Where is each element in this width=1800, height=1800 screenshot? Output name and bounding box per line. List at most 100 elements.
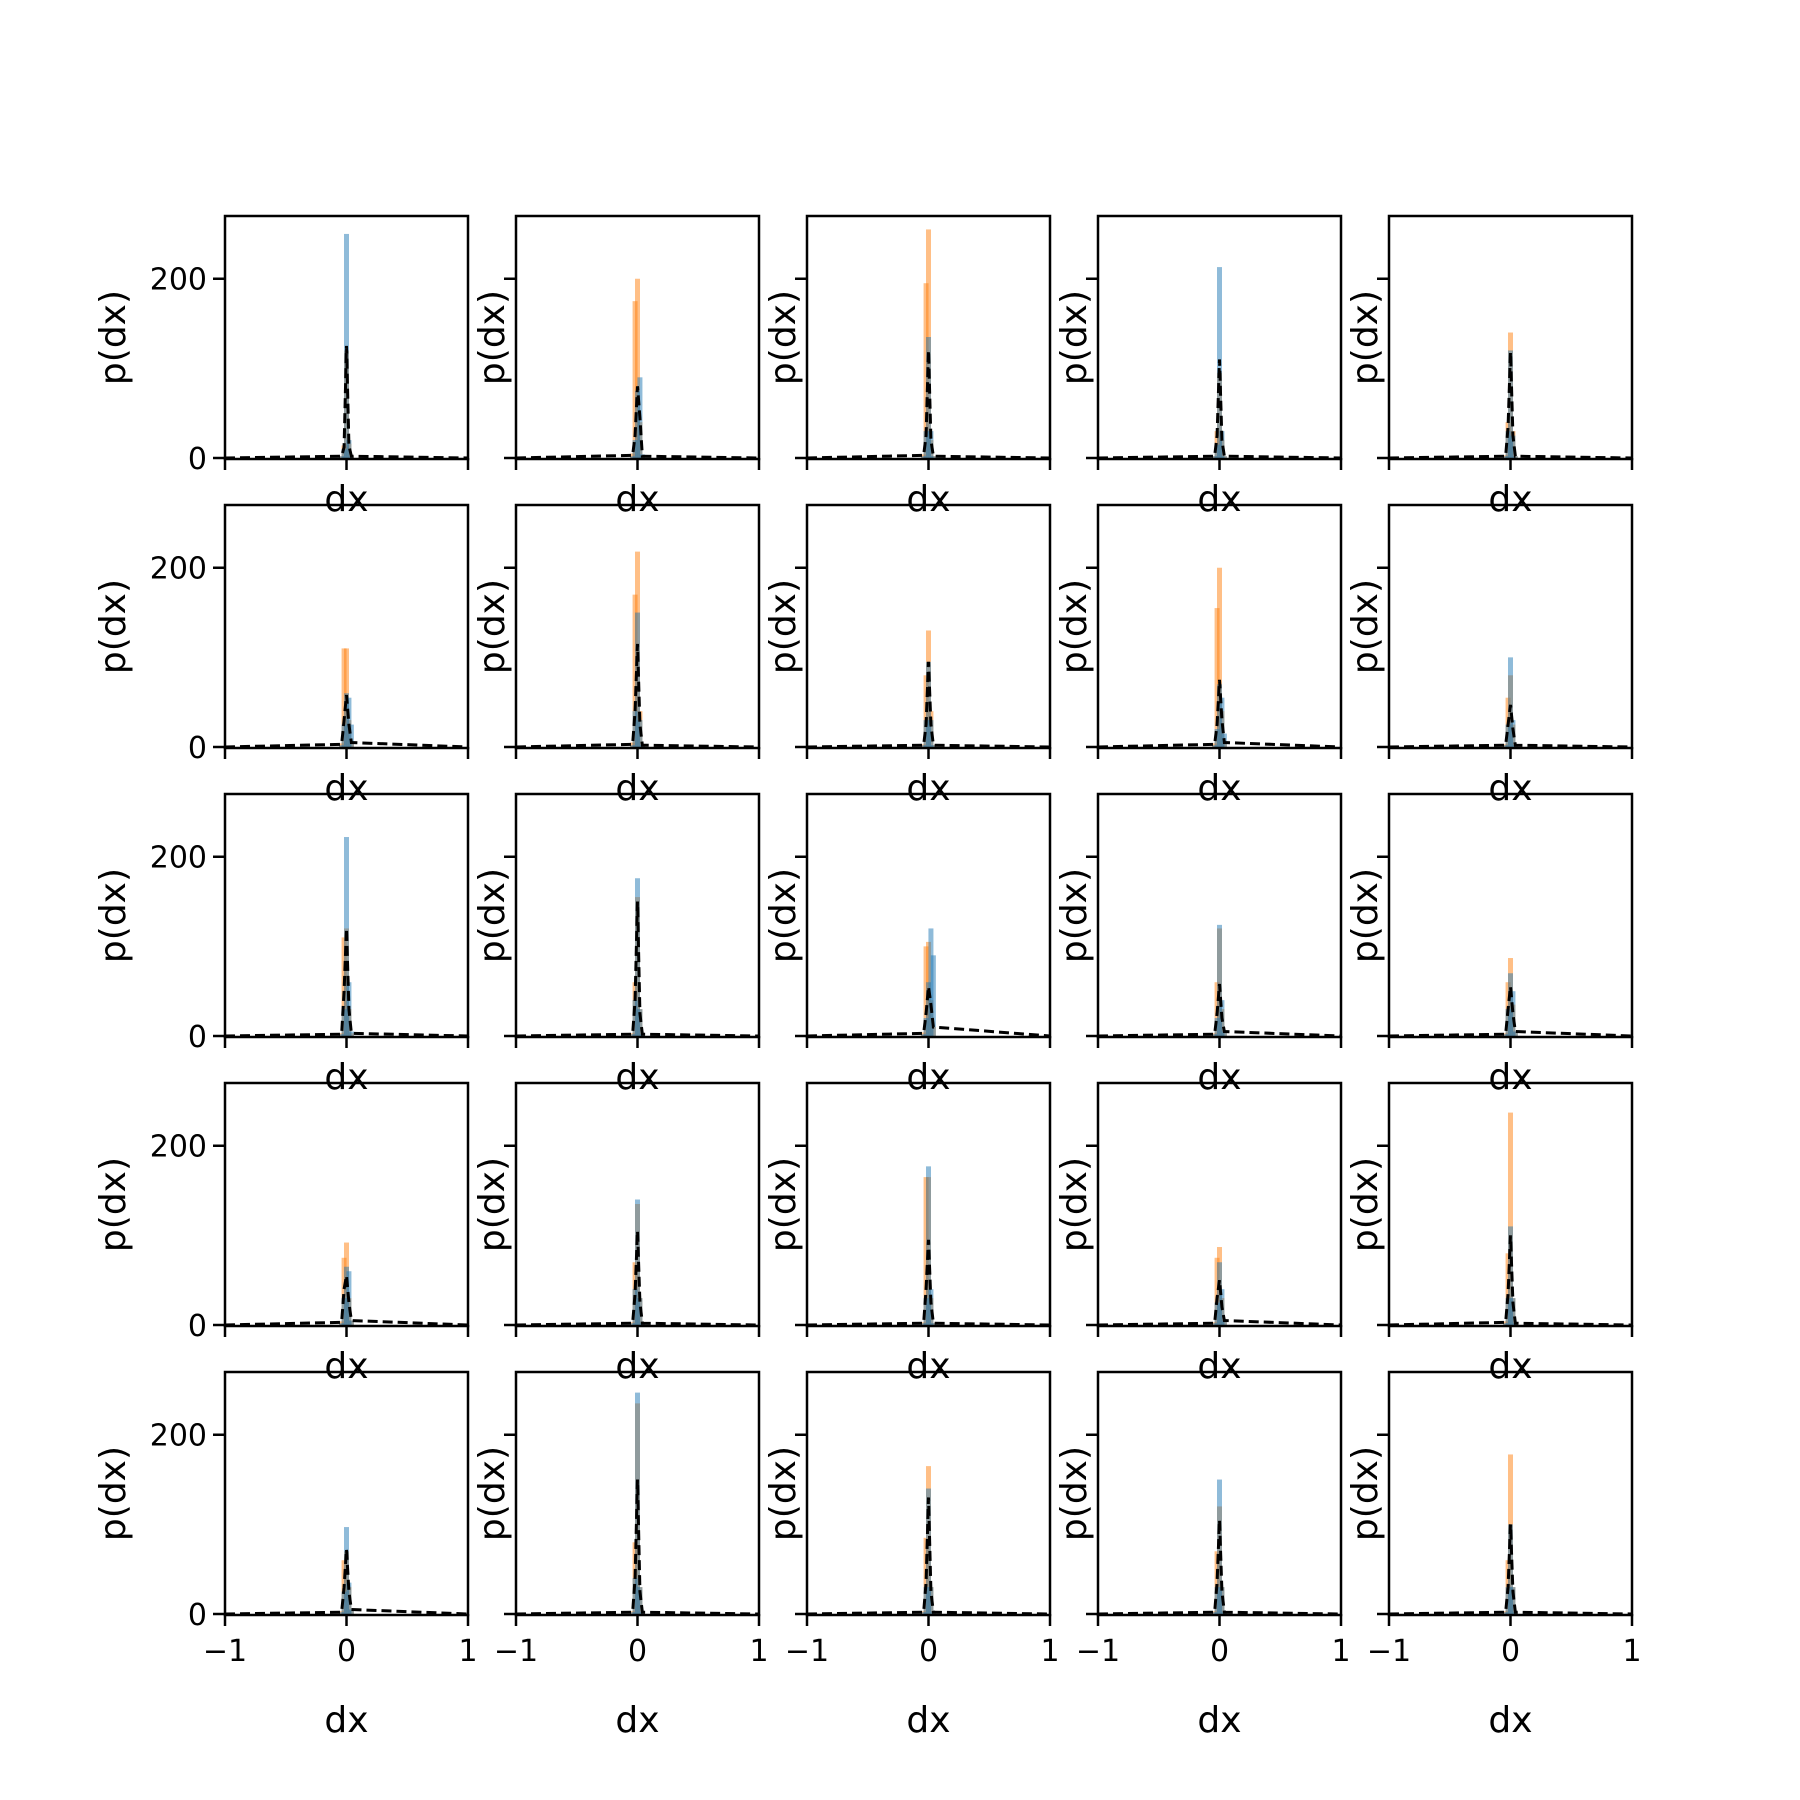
x-axis-label-r2-c2: dx: [906, 1057, 950, 1098]
subplot-r0-c3: dx p(dx): [1054, 214, 1343, 520]
hist-bar-blue-r1-c0-4: [348, 724, 354, 747]
density-curve-r0-c0: [224, 345, 469, 460]
y-axis-label-r3-c0: p(dx): [93, 1157, 134, 1252]
density-curve-r3-c3: [1097, 1279, 1342, 1327]
x-axis-label-r2-c0: dx: [324, 1057, 368, 1098]
subplot-r3-c3: dx p(dx): [1054, 1081, 1343, 1387]
x-tick-label-r4-c3-1: 0: [1210, 1634, 1229, 1669]
x-axis-label-r1-c4: dx: [1488, 768, 1532, 809]
y-tick-label-r0-c0-0: 0: [188, 442, 207, 477]
hist-bar-blue-r0-c2-4: [930, 456, 936, 458]
y-axis-label-r4-c1: p(dx): [472, 1446, 513, 1541]
x-axis-label-r2-c1: dx: [615, 1057, 659, 1098]
x-axis-label-r0-c0: dx: [324, 479, 368, 520]
density-curve-r1-c1: [515, 643, 760, 749]
hist-bar-blue-r1-c2-4: [930, 745, 936, 747]
x-tick-label-r4-c1-2: 1: [749, 1634, 768, 1669]
x-tick-label-r4-c4-1: 0: [1501, 1634, 1520, 1669]
x-axis-label-r1-c3: dx: [1197, 768, 1241, 809]
y-tick-label-r2-c0-0: 0: [188, 1020, 207, 1055]
y-axis-label-r2-c2: p(dx): [763, 868, 804, 963]
panels-layer: 0200dxp(dx)dxp(dx)dxp(dx)dxp(dx)dxp(dx)0…: [93, 214, 1642, 1741]
hist-bar-blue-r1-c4-2: [1508, 657, 1513, 747]
y-axis-label-r3-c1: p(dx): [472, 1157, 513, 1252]
subplot-r4-c1: −1 0 1 dx p(dx): [472, 1370, 769, 1741]
y-axis-label-r0-c1: p(dx): [472, 290, 513, 385]
x-axis-label-r1-c2: dx: [906, 768, 950, 809]
hist-bar-blue-r1-c0-3: [346, 697, 352, 747]
hist-bar-blue-r2-c1-3: [637, 1009, 643, 1036]
x-tick-label-r4-c4-2: 1: [1622, 1634, 1641, 1669]
subplot-r1-c2: dx p(dx): [763, 503, 1052, 809]
hist-bar-blue-r4-c4-3: [1510, 1587, 1516, 1614]
x-axis-label-r4-c3: dx: [1197, 1700, 1241, 1741]
hist-bar-blue-r0-c3-4: [1221, 456, 1227, 458]
x-axis-label-r3-c0: dx: [324, 1346, 368, 1387]
subplot-r0-c2: dx p(dx): [763, 214, 1052, 520]
hist-bar-blue-r3-c2-2: [926, 1166, 931, 1325]
y-axis-label-r3-c3: p(dx): [1054, 1157, 1095, 1252]
density-curve-r2-c2: [806, 986, 1051, 1038]
hist-bar-blue-r2-c0-4: [348, 1031, 354, 1036]
x-tick-label-r4-c2-0: −1: [785, 1634, 829, 1669]
hist-bar-orange-r1-c3-2: [1217, 567, 1222, 747]
y-axis-label-r1-c2: p(dx): [763, 579, 804, 674]
hist-bar-orange-r3-c4-2: [1508, 1112, 1513, 1325]
density-curve-r3-c2: [806, 1239, 1051, 1327]
y-axis-label-r1-c4: p(dx): [1345, 579, 1386, 674]
subplot-r0-c4: dx p(dx): [1345, 214, 1634, 520]
x-axis-label-r1-c0: dx: [324, 768, 368, 809]
y-axis-label-r1-c0: p(dx): [93, 579, 134, 674]
density-curve-r1-c0: [224, 694, 469, 749]
hist-bar-blue-r3-c0-4: [348, 1320, 354, 1325]
y-axis-label-r2-c3: p(dx): [1054, 868, 1095, 963]
density-curve-r3-c4: [1388, 1235, 1633, 1327]
y-tick-label-r0-c0-1: 200: [150, 263, 207, 298]
y-axis-label-r4-c2: p(dx): [763, 1446, 804, 1541]
x-tick-label-r4-c0-0: −1: [203, 1634, 247, 1669]
subplot-r3-c0: 0 200 dx p(dx): [93, 1081, 470, 1387]
y-axis-label-r0-c4: p(dx): [1345, 290, 1386, 385]
x-axis-label-r0-c1: dx: [615, 479, 659, 520]
x-axis-label-r2-c3: dx: [1197, 1057, 1241, 1098]
x-axis-label-r2-c4: dx: [1488, 1057, 1532, 1098]
x-axis-label-r4-c0: dx: [324, 1700, 368, 1741]
hist-bar-blue-r2-c4-3: [1510, 991, 1516, 1036]
x-tick-label-r4-c3-2: 1: [1331, 1634, 1350, 1669]
subplot-r4-c2: −1 0 1 dx p(dx): [763, 1370, 1060, 1741]
hist-bar-blue-r0-c3-3: [1219, 431, 1225, 458]
x-axis-label-r0-c2: dx: [906, 479, 950, 520]
y-axis-label-r1-c1: p(dx): [472, 579, 513, 674]
density-curve-r2-c3: [1097, 983, 1342, 1038]
subplot-r3-c4: dx p(dx): [1345, 1081, 1634, 1387]
density-curve-r4-c4: [1388, 1524, 1633, 1616]
y-axis-label-r4-c4: p(dx): [1345, 1446, 1386, 1541]
y-axis-label-r2-c0: p(dx): [93, 868, 134, 963]
x-axis-label-r3-c1: dx: [615, 1346, 659, 1387]
x-tick-label-r4-c2-1: 0: [919, 1634, 938, 1669]
subplot-r3-c2: dx p(dx): [763, 1081, 1052, 1387]
subplot-r1-c0: 0 200 dx p(dx): [93, 503, 470, 809]
x-axis-label-r3-c3: dx: [1197, 1346, 1241, 1387]
x-axis-label-r3-c4: dx: [1488, 1346, 1532, 1387]
hist-bar-blue-r2-c3-2: [1217, 924, 1222, 1036]
x-tick-label-r4-c0-1: 0: [337, 1634, 356, 1669]
y-axis-label-r1-c3: p(dx): [1054, 579, 1095, 674]
x-tick-label-r4-c1-1: 0: [628, 1634, 647, 1669]
y-tick-label-r3-c0-0: 0: [188, 1309, 207, 1344]
y-tick-label-r2-c0-1: 200: [150, 841, 207, 876]
x-tick-label-r4-c4-0: −1: [1367, 1634, 1411, 1669]
x-tick-label-r4-c2-2: 1: [1040, 1634, 1059, 1669]
x-axis-label-r0-c3: dx: [1197, 479, 1241, 520]
hist-bar-blue-r1-c3-3: [1219, 697, 1225, 747]
hist-bar-blue-r3-c2-4: [930, 1323, 936, 1325]
density-curve-r1-c2: [806, 661, 1051, 749]
density-curve-r1-c3: [1097, 679, 1342, 749]
subplot-r2-c0: 0 200 dx p(dx): [93, 792, 470, 1098]
y-axis-label-r4-c0: p(dx): [93, 1446, 134, 1541]
y-tick-label-r4-c0-1: 200: [150, 1419, 207, 1454]
hist-bar-blue-r2-c3-4: [1221, 1031, 1227, 1036]
density-curve-r4-c2: [806, 1497, 1051, 1616]
x-axis-label-r4-c4: dx: [1488, 1700, 1532, 1741]
